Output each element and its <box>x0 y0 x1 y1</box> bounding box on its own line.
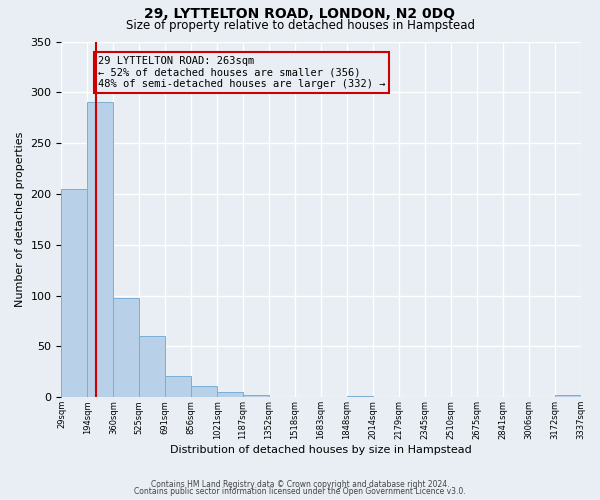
Text: 29 LYTTELTON ROAD: 263sqm
← 52% of detached houses are smaller (356)
48% of semi: 29 LYTTELTON ROAD: 263sqm ← 52% of detac… <box>98 56 385 89</box>
Bar <box>165 376 191 398</box>
Y-axis label: Number of detached properties: Number of detached properties <box>15 132 25 307</box>
Bar <box>191 386 217 398</box>
Text: Contains public sector information licensed under the Open Government Licence v3: Contains public sector information licen… <box>134 487 466 496</box>
Text: Contains HM Land Registry data © Crown copyright and database right 2024.: Contains HM Land Registry data © Crown c… <box>151 480 449 489</box>
Bar <box>61 189 88 398</box>
Text: Size of property relative to detached houses in Hampstead: Size of property relative to detached ho… <box>125 18 475 32</box>
Bar <box>217 392 243 398</box>
Bar <box>347 396 373 398</box>
Bar <box>554 396 581 398</box>
Bar <box>113 298 139 398</box>
Bar <box>139 336 165 398</box>
Bar <box>88 102 113 398</box>
Bar <box>243 396 269 398</box>
X-axis label: Distribution of detached houses by size in Hampstead: Distribution of detached houses by size … <box>170 445 472 455</box>
Text: 29, LYTTELTON ROAD, LONDON, N2 0DQ: 29, LYTTELTON ROAD, LONDON, N2 0DQ <box>145 8 455 22</box>
